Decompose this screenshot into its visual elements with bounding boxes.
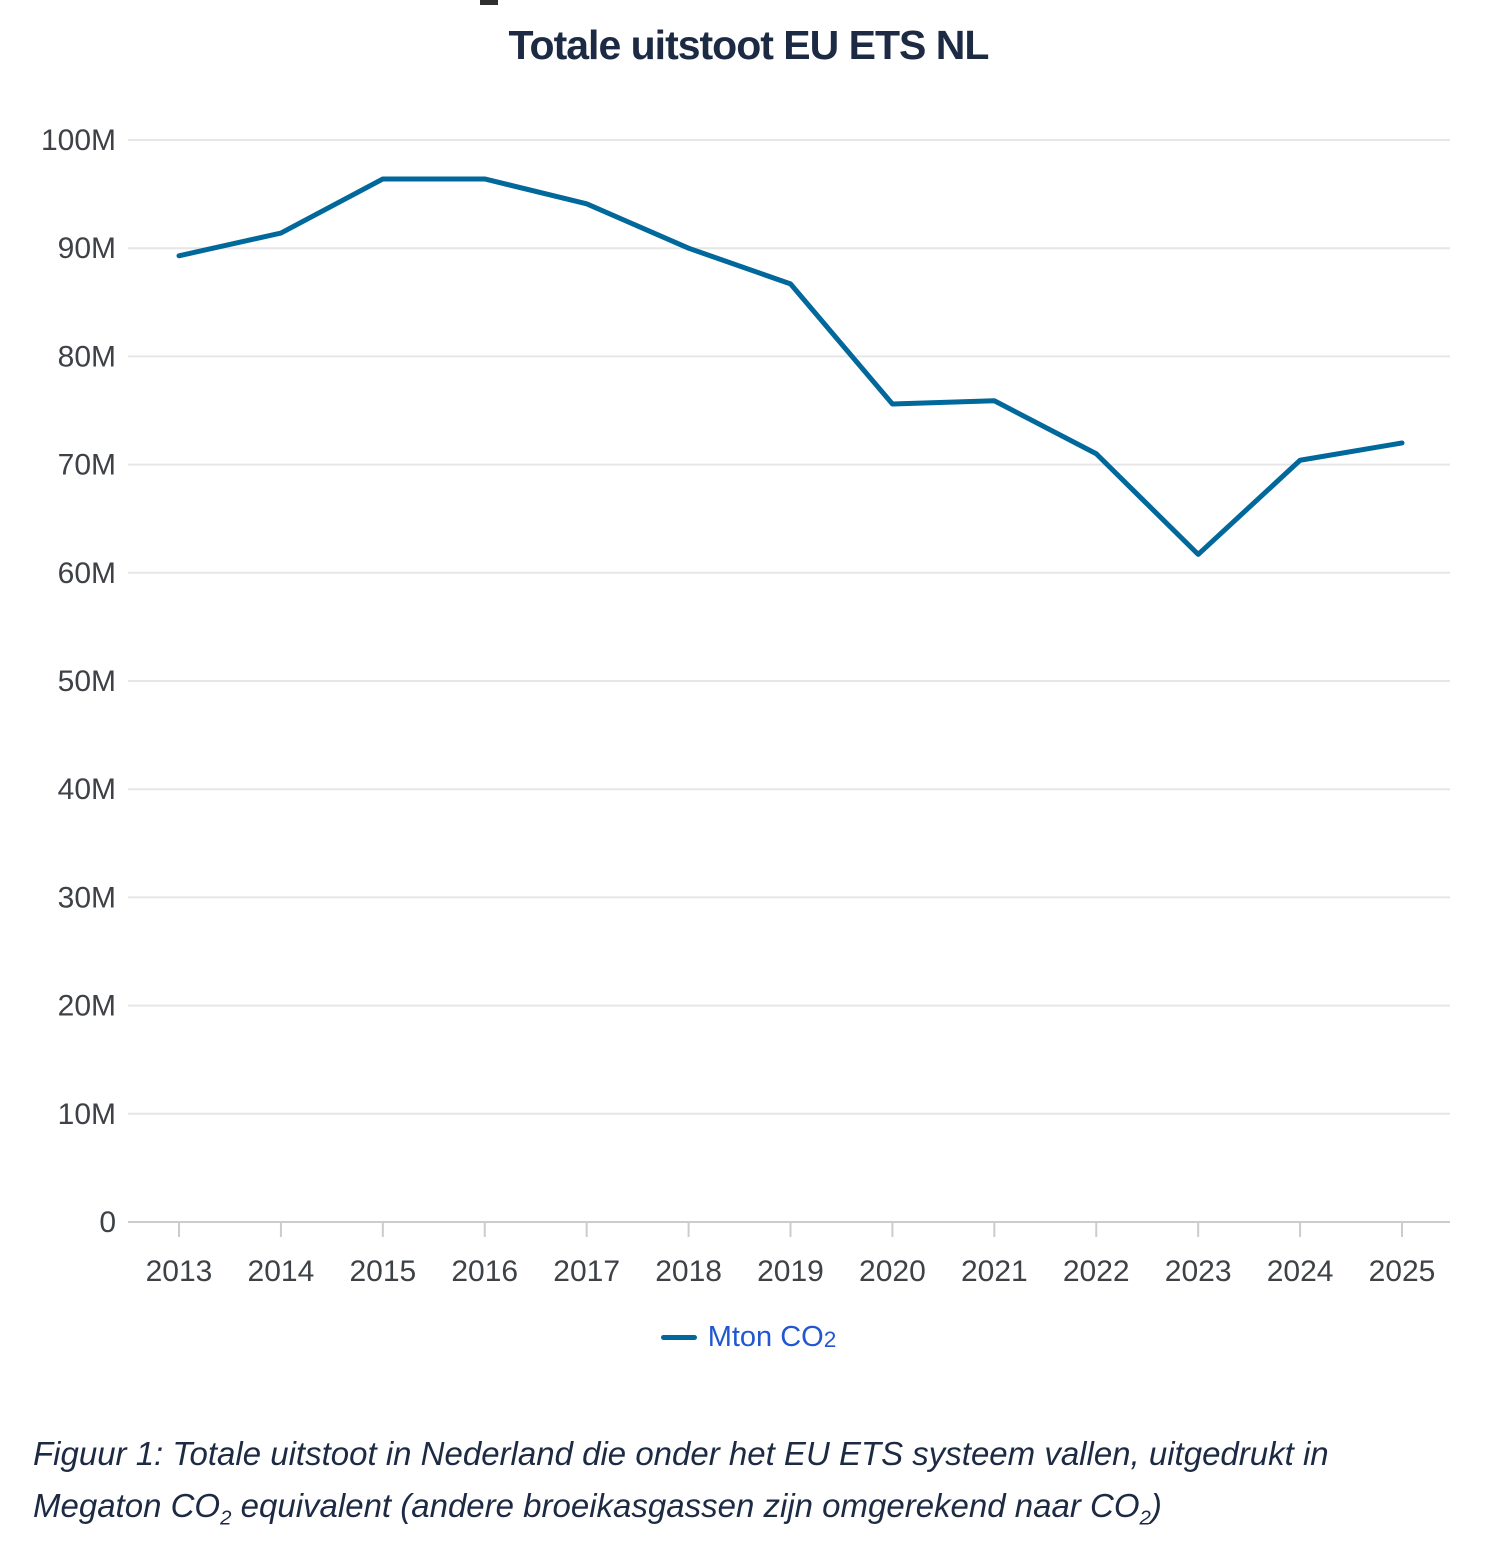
page-edge-artifact [480, 0, 498, 5]
x-axis-label: 2015 [349, 1255, 416, 1288]
figure-caption-line1: Figuur 1: Totale uitstoot in Nederland d… [33, 1435, 1329, 1472]
legend-label-text: Mton CO [707, 1320, 824, 1353]
y-axis-label: 0 [99, 1206, 116, 1239]
x-axis-label: 2018 [655, 1255, 722, 1288]
y-axis-label: 40M [58, 773, 116, 806]
y-axis-label: 10M [58, 1098, 116, 1131]
caption-text: equivalent (andere broeikasgassen zijn o… [231, 1487, 1140, 1524]
legend-item[interactable]: Mton CO2 [0, 1318, 1497, 1356]
x-axis-label: 2021 [961, 1255, 1028, 1288]
chart-title: Totale uitstoot EU ETS NL [508, 22, 990, 68]
emissions-series-line[interactable] [176, 176, 1405, 557]
legend-line-icon [660, 1334, 697, 1340]
x-axis-label: 2022 [1063, 1255, 1130, 1288]
figure-caption: Figuur 1: Totale uitstoot in Nederland d… [33, 1428, 1469, 1532]
x-axis-label: 2014 [248, 1255, 315, 1288]
line-chart: 0 10M 20M 30M 40M 50M 60M 70M 80M 90M 100M 2013 2014… [41, 124, 1450, 1288]
caption-text: ) [1150, 1487, 1162, 1524]
x-axis-label: 2016 [451, 1255, 518, 1288]
caption-subscript: 2 [1139, 1506, 1151, 1530]
y-axis-label: 100M [41, 124, 116, 157]
figure-caption-line2: Megaton CO2 equivalent (andere broeikasg… [33, 1480, 1469, 1532]
legend-label-subscript: 2 [823, 1326, 837, 1352]
legend-label: Mton CO2 [708, 1321, 837, 1354]
x-axis-label: 2013 [146, 1255, 213, 1288]
x-axis-label: 2023 [1165, 1255, 1232, 1288]
x-axis-label: 2024 [1267, 1255, 1334, 1288]
y-axis-label: 20M [58, 990, 116, 1023]
y-axis-label: 30M [58, 881, 116, 914]
caption-subscript: 2 [220, 1506, 232, 1530]
x-axis-label: 2017 [553, 1255, 620, 1288]
x-axis-label: 2025 [1369, 1255, 1436, 1288]
y-axis-label: 60M [58, 557, 116, 590]
caption-text: Megaton CO [33, 1487, 221, 1524]
y-axis-label: 70M [58, 449, 116, 482]
x-axis-label: 2019 [757, 1255, 824, 1288]
x-axis-label: 2020 [859, 1255, 926, 1288]
y-axis-label: 90M [58, 232, 116, 265]
y-axis-label: 50M [58, 665, 116, 698]
y-axis-label: 80M [58, 340, 116, 373]
